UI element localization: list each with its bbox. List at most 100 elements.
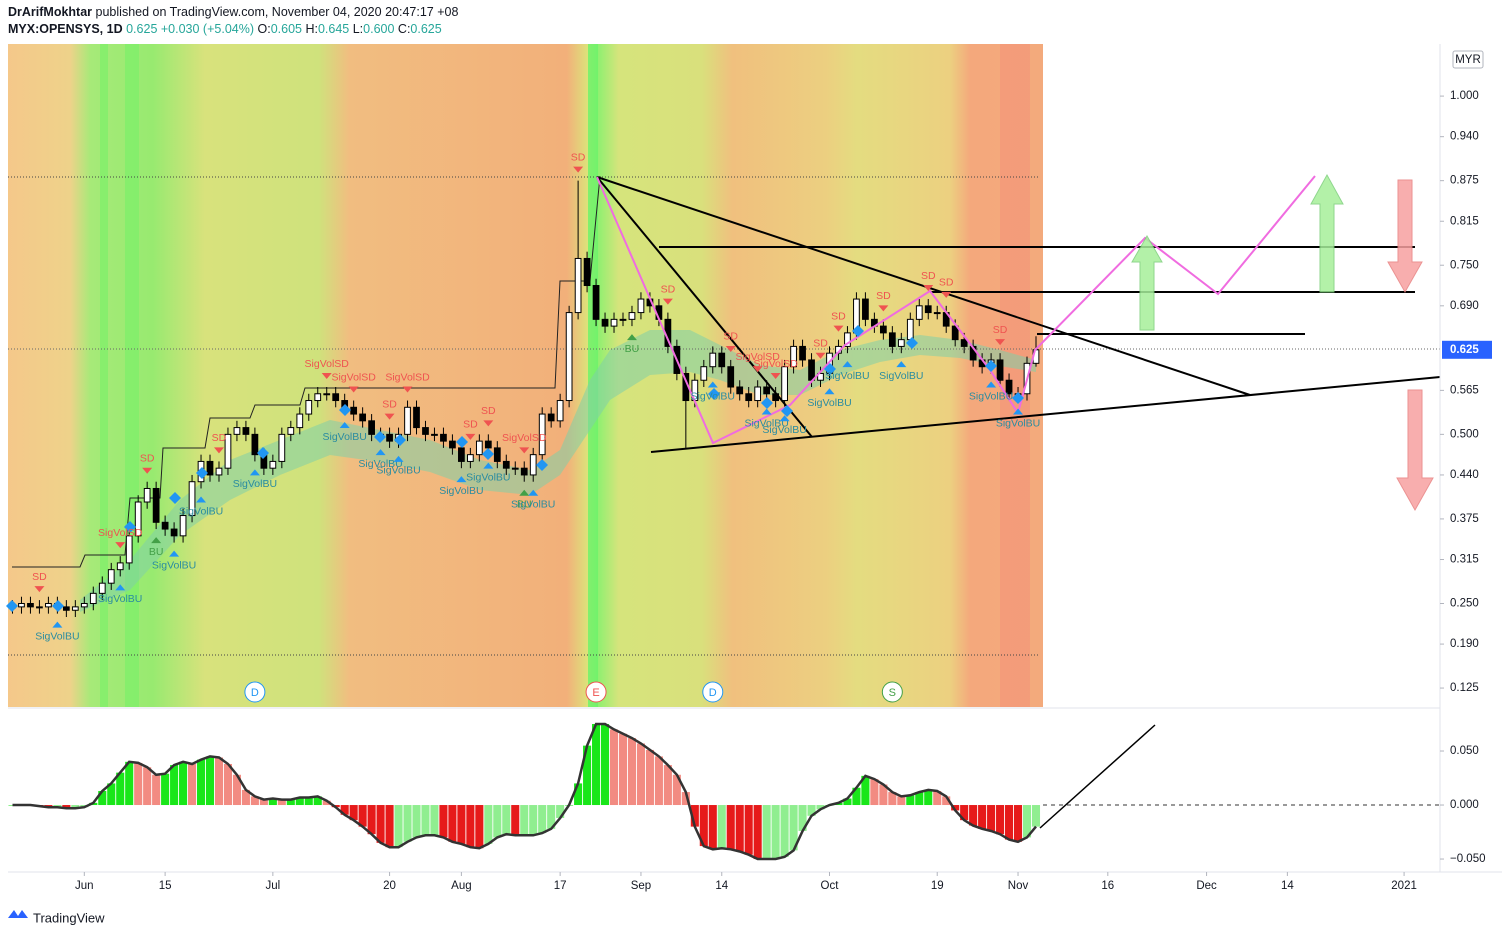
histogram-bar	[951, 805, 960, 811]
histogram-bar	[780, 805, 789, 857]
histogram-bar	[987, 805, 996, 831]
candle-body	[844, 332, 851, 347]
candle-body	[368, 420, 375, 435]
candle-body	[170, 528, 178, 537]
candle-body	[475, 440, 483, 456]
signal-label: SigVolBU	[439, 485, 483, 497]
signal-label: SD	[813, 337, 828, 349]
signal-triangle	[662, 298, 673, 305]
event-label: D	[709, 687, 717, 699]
histogram-bar	[807, 805, 816, 816]
candle-body	[745, 393, 753, 402]
signal-triangle	[402, 386, 413, 393]
histogram-bar	[762, 805, 771, 860]
signal-triangle	[941, 291, 952, 298]
histogram-bar	[654, 756, 663, 806]
candle-body	[45, 602, 52, 608]
signal-label: SigVolBU	[152, 559, 196, 571]
candle-body	[314, 393, 322, 402]
candle-body	[287, 427, 295, 435]
candle-body	[413, 406, 420, 429]
candle-body	[269, 460, 277, 469]
candle-body	[440, 433, 447, 442]
histogram-bar	[286, 799, 295, 806]
histogram-bar	[933, 790, 942, 806]
signal-triangle	[483, 462, 494, 469]
histogram-bar	[376, 805, 385, 843]
signal-label: BU	[625, 343, 640, 355]
x-tick-label: Dec	[1196, 880, 1217, 892]
signal-triangle	[142, 467, 153, 474]
candle-body	[933, 312, 941, 315]
signal-stripe	[100, 44, 108, 707]
signal-triangle	[151, 537, 162, 544]
ohlc-value: 0.600	[363, 22, 395, 36]
histogram-bar	[636, 743, 645, 806]
candle-body	[493, 447, 501, 462]
histogram-bar	[448, 805, 457, 842]
signal-label: SigVolBU	[744, 417, 788, 429]
candle-body	[466, 454, 474, 462]
y-tick-label: 0.125	[1450, 682, 1479, 694]
y-tick-label: 0.875	[1450, 175, 1479, 187]
y-tick-label: 0.315	[1450, 554, 1479, 566]
signal-triangle	[770, 373, 781, 380]
candle-body	[996, 359, 1004, 381]
x-tick-label: Jun	[75, 880, 94, 892]
ohlc: O:0.605 H:0.645 L:0.600 C:0.625	[257, 22, 441, 36]
header: DrArifMokhtar published on TradingView.c…	[8, 4, 458, 38]
candle-body	[18, 602, 25, 608]
candle-body	[619, 318, 627, 321]
signal-triangle	[1013, 408, 1024, 415]
signal-triangle	[52, 621, 63, 628]
event-marker	[702, 681, 724, 703]
signal-label: SD	[32, 571, 47, 583]
signal-label: SigVolBU	[969, 390, 1013, 402]
step-line	[12, 175, 601, 568]
histogram-bar	[259, 799, 268, 806]
candle-body	[799, 345, 806, 361]
candle-body	[332, 393, 340, 402]
histogram-bar	[861, 775, 870, 806]
histogram-bar	[942, 796, 951, 806]
signal-triangle	[115, 584, 126, 591]
candle-body	[251, 433, 259, 456]
histogram-bar	[475, 805, 484, 849]
signal-triangle	[213, 447, 224, 454]
projection-line	[1039, 724, 1156, 829]
signal-label: SigVolSD	[98, 527, 143, 539]
signal-label: SigVolSD	[385, 371, 430, 383]
candle-body	[574, 257, 582, 314]
candle-body	[449, 440, 456, 449]
histogram-bar	[924, 789, 933, 806]
candle-body	[296, 413, 304, 429]
signal-triangle	[348, 386, 359, 393]
histogram-bar	[556, 805, 565, 818]
price-badge-label: 0.625	[1450, 344, 1479, 356]
trend-line	[596, 176, 1251, 396]
candle-body	[601, 318, 609, 327]
signal-label: SigVolBU	[233, 478, 277, 490]
signal-label: SigVolBU	[35, 630, 79, 642]
candle-body	[27, 602, 34, 608]
x-tick-label: Sep	[631, 880, 651, 892]
signal-label: SigVolBU	[376, 465, 420, 477]
signal-triangle	[995, 339, 1006, 346]
candle-body	[152, 487, 160, 523]
signal-label: SD	[212, 432, 227, 444]
candle-body	[924, 305, 932, 314]
candle-body	[233, 427, 241, 435]
histogram-bar	[870, 779, 879, 806]
histogram-bar	[583, 745, 592, 806]
drawings	[596, 176, 1441, 453]
histogram-bar	[349, 805, 358, 821]
signal-triangle	[196, 496, 207, 503]
signal-label: SigVolBU	[511, 498, 555, 510]
histogram-bar	[205, 756, 215, 806]
histogram-bar	[996, 805, 1005, 835]
signal-triangle	[384, 413, 395, 420]
y-tick-label: 0.440	[1450, 469, 1479, 481]
histogram-bar	[98, 790, 107, 806]
signal-triangle	[896, 361, 907, 368]
